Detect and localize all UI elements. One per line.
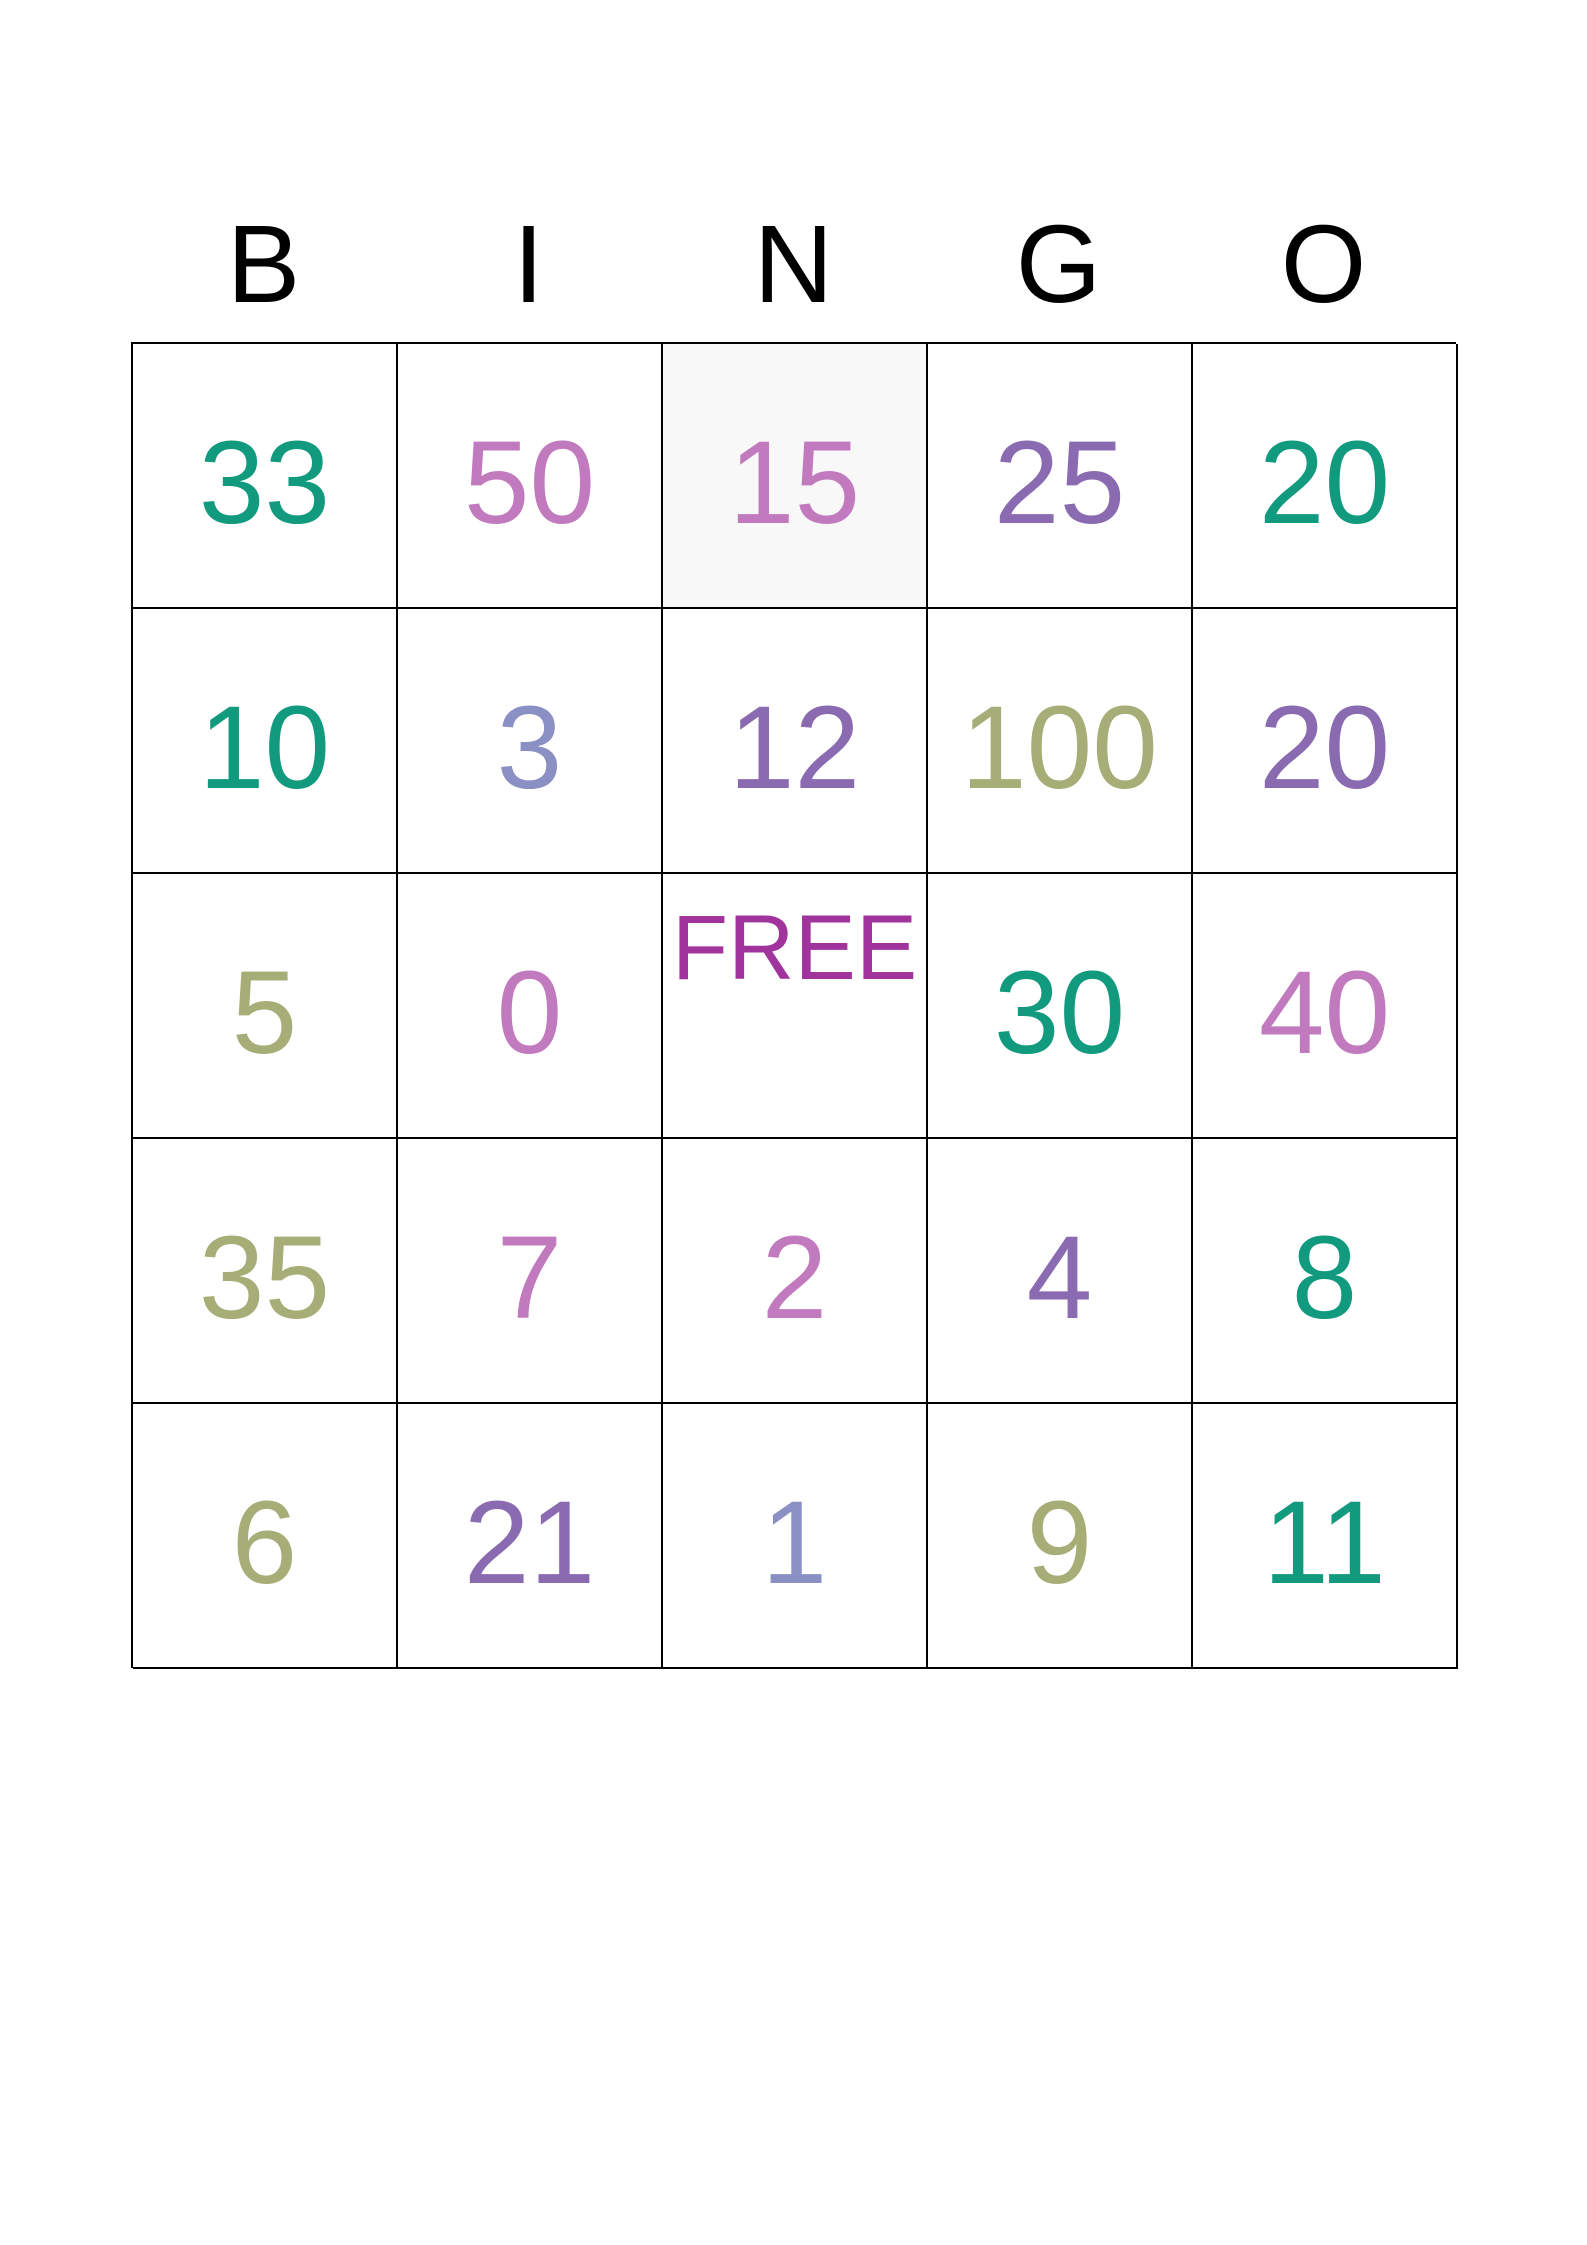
bingo-cell[interactable]: 5 — [133, 874, 398, 1139]
bingo-cell[interactable]: 15 — [663, 344, 928, 609]
cell-number: 11 — [1263, 1476, 1386, 1609]
bingo-cell[interactable]: 20 — [1193, 344, 1458, 609]
bingo-cell[interactable]: 25 — [928, 344, 1193, 609]
cell-number: 9 — [1026, 1476, 1093, 1609]
header-letter-i: I — [513, 203, 544, 326]
cell-number: 30 — [993, 946, 1126, 1079]
cell-number: 21 — [463, 1476, 596, 1609]
bingo-cell[interactable]: 9 — [928, 1404, 1193, 1669]
cell-number: 6 — [231, 1476, 298, 1609]
cell-number: 0 — [496, 946, 563, 1079]
cell-number: 4 — [1026, 1211, 1093, 1344]
cell-number: 40 — [1258, 946, 1391, 1079]
cell-number: 15 — [728, 416, 861, 549]
free-space-cell[interactable]: FREE — [663, 874, 928, 1139]
bingo-cell[interactable]: 4 — [928, 1139, 1193, 1404]
header-letter-n: N — [753, 203, 834, 326]
bingo-cell[interactable]: 40 — [1193, 874, 1458, 1139]
cell-number: 20 — [1258, 681, 1391, 814]
bingo-cell[interactable]: 100 — [928, 609, 1193, 874]
cell-number: 20 — [1258, 416, 1391, 549]
header-letter-b: B — [226, 203, 301, 326]
bingo-cell[interactable]: 33 — [133, 344, 398, 609]
cell-number: 3 — [496, 681, 563, 814]
header-letter-g: G — [1015, 203, 1102, 326]
cell-number: 2 — [761, 1211, 828, 1344]
cell-number: 1 — [761, 1476, 828, 1609]
cell-number: 50 — [463, 416, 596, 549]
bingo-cell[interactable]: 30 — [928, 874, 1193, 1139]
cell-number: 25 — [993, 416, 1126, 549]
cell-number: 12 — [728, 681, 861, 814]
bingo-cell[interactable]: 1 — [663, 1404, 928, 1669]
bingo-header: B I N G O — [131, 205, 1456, 325]
bingo-cell[interactable]: 35 — [133, 1139, 398, 1404]
bingo-grid: 33 50 15 25 20 10 3 12 100 20 5 0 FREE 30 40 35 7 2 4 8 6 21 1… — [131, 342, 1458, 1669]
free-label: FREE — [671, 897, 918, 999]
bingo-cell[interactable]: 3 — [398, 609, 663, 874]
bingo-cell[interactable]: 6 — [133, 1404, 398, 1669]
bingo-cell[interactable]: 21 — [398, 1404, 663, 1669]
bingo-cell[interactable]: 8 — [1193, 1139, 1458, 1404]
bingo-cell[interactable]: 0 — [398, 874, 663, 1139]
bingo-cell[interactable]: 50 — [398, 344, 663, 609]
cell-number: 35 — [198, 1211, 331, 1344]
bingo-cell[interactable]: 2 — [663, 1139, 928, 1404]
bingo-cell[interactable]: 20 — [1193, 609, 1458, 874]
header-letter-o: O — [1280, 203, 1367, 326]
cell-number: 7 — [496, 1211, 563, 1344]
cell-number: 33 — [198, 416, 331, 549]
cell-number: 8 — [1291, 1211, 1358, 1344]
cell-number: 10 — [198, 681, 331, 814]
bingo-cell[interactable]: 11 — [1193, 1404, 1458, 1669]
bingo-cell[interactable]: 7 — [398, 1139, 663, 1404]
cell-number: 5 — [231, 946, 298, 1079]
cell-number: 100 — [961, 681, 1158, 814]
bingo-cell[interactable]: 12 — [663, 609, 928, 874]
bingo-cell[interactable]: 10 — [133, 609, 398, 874]
